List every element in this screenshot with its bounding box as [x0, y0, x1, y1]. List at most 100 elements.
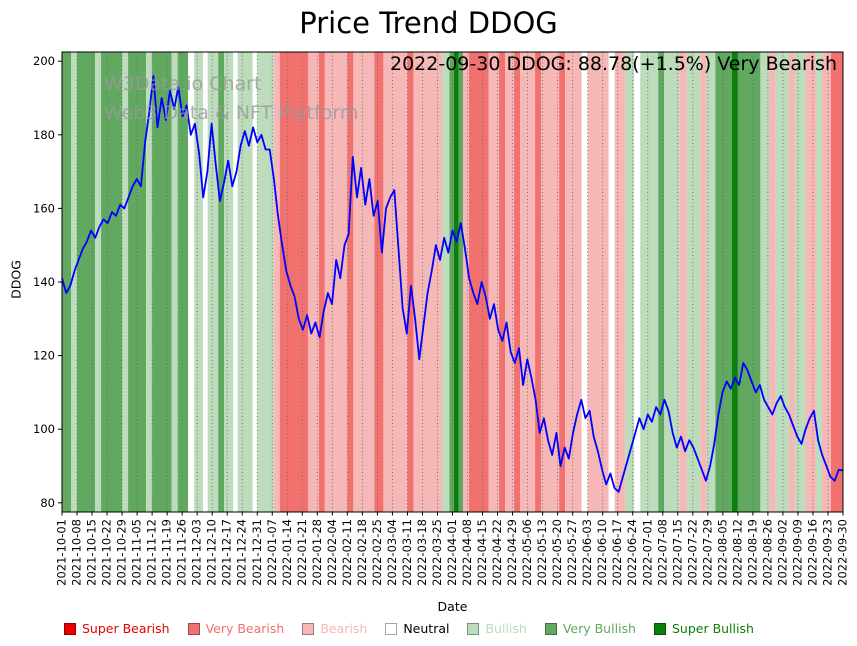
x-tick-label: 2022-04-22 [490, 519, 504, 586]
sentiment-band-bearish [769, 52, 776, 512]
sentiment-band-very_bearish [279, 52, 309, 512]
legend-item-super-bullish: Super Bullish [653, 621, 754, 636]
sentiment-band-bullish [257, 52, 274, 512]
legend-label: Very Bullish [562, 621, 636, 636]
sentiment-band-super_bullish [454, 52, 459, 512]
x-tick-label: 2021-12-31 [250, 519, 264, 586]
legend-item-super-bearish: Super Bearish [64, 621, 170, 636]
watermark-line2: Web3 Data & NFT Platform [104, 101, 359, 124]
x-tick-label: 2021-10-01 [55, 519, 69, 586]
legend-item-very-bearish: Very Bearish [187, 621, 284, 636]
legend-label: Super Bearish [82, 621, 170, 636]
x-tick-label: 2022-05-27 [565, 519, 579, 586]
x-tick-label: 2022-06-03 [580, 519, 594, 586]
x-tick-label: 2022-06-24 [625, 519, 639, 586]
sentiment-legend: Super Bearish Very Bearish Bearish Neutral B… [64, 621, 754, 636]
sentiment-band-bearish [679, 52, 687, 512]
sentiment-band-bullish [815, 52, 822, 512]
x-tick-label: 2021-11-05 [130, 519, 144, 586]
x-tick-label: 2021-11-19 [160, 519, 174, 586]
x-tick-label: 2022-06-10 [595, 519, 609, 586]
sentiment-band-bearish [273, 52, 280, 512]
x-tick-label: 2021-10-15 [85, 519, 99, 586]
sentiment-band-very_bullish [458, 52, 464, 512]
sentiment-band-bullish [71, 52, 78, 512]
legend-swatch-icon [653, 622, 666, 635]
sentiment-band-bearish [505, 52, 515, 512]
legend-swatch-icon [302, 622, 315, 635]
legend-swatch-icon [187, 622, 200, 635]
x-tick-label: 2022-02-25 [370, 519, 384, 586]
sentiment-band-bullish [122, 52, 129, 512]
x-tick-label: 2021-10-08 [70, 519, 84, 586]
sentiment-band-bearish [821, 52, 831, 512]
legend-label: Super Bullish [671, 621, 754, 636]
x-tick-label: 2022-07-08 [655, 519, 669, 586]
sentiment-band-bearish [413, 52, 442, 512]
sentiment-band-bearish [353, 52, 375, 512]
sentiment-band-bearish [541, 52, 560, 512]
x-tick-label: 2022-02-18 [355, 519, 369, 586]
legend-item-neutral: Neutral [385, 621, 449, 636]
x-tick-label: 2021-11-26 [175, 519, 189, 586]
legend-item-very-bullish: Very Bullish [544, 621, 636, 636]
legend-label: Bullish [485, 621, 527, 636]
sentiment-band-bearish [565, 52, 582, 512]
sentiment-band-bullish [760, 52, 770, 512]
sentiment-band-bearish [463, 52, 470, 512]
sentiment-band-bullish [146, 52, 153, 512]
sentiment-band-very_bearish [830, 52, 843, 512]
x-tick-label: 2022-07-01 [640, 519, 654, 586]
x-tick-label: 2022-04-08 [460, 519, 474, 586]
plot-border [61, 51, 844, 513]
x-tick-label: 2022-01-28 [310, 519, 324, 586]
watermark: W3Data.io Chart Web3 Data & NFT Platform [104, 70, 358, 127]
legend-swatch-icon [385, 622, 398, 635]
x-tick-label: 2021-12-24 [235, 519, 249, 586]
x-tick-label: 2022-08-26 [760, 519, 774, 586]
sentiment-band-very_bullish [101, 52, 123, 512]
sentiment-band-neutral [634, 52, 641, 512]
y-tick-label: 80 [40, 496, 55, 510]
x-tick-label: 2022-09-23 [820, 519, 834, 586]
sentiment-band-bearish [614, 52, 626, 512]
x-tick-label: 2022-02-04 [325, 519, 339, 586]
x-tick-label: 2022-07-29 [700, 519, 714, 586]
legend-swatch-icon [467, 622, 480, 635]
y-tick-label: 180 [33, 128, 55, 142]
x-tick-label: 2021-12-10 [205, 519, 219, 586]
sentiment-band-bearish [805, 52, 816, 512]
y-tick-label: 200 [33, 54, 55, 68]
sentiment-band-bearish [788, 52, 795, 512]
x-axis-label: Date [437, 599, 468, 614]
x-tick-label: 2022-03-11 [400, 519, 414, 586]
sentiment-band-very_bearish [514, 52, 521, 512]
y-tick-label: 160 [33, 201, 55, 215]
price-line [61, 75, 844, 493]
sentiment-band-bullish [686, 52, 701, 512]
sentiment-band-very_bearish [374, 52, 384, 512]
x-tick-label: 2022-04-01 [445, 519, 459, 586]
sentiment-band-very_bullish [62, 52, 72, 512]
sentiment-band-bullish [775, 52, 789, 512]
sentiment-band-bullish [207, 52, 219, 512]
sentiment-band-bearish [383, 52, 408, 512]
x-tick-label: 2022-01-14 [280, 519, 294, 586]
sentiment-band-very_bearish [407, 52, 414, 512]
sentiment-band-very_bullish [152, 52, 172, 512]
sentiment-band-bullish [194, 52, 204, 512]
x-tick-label: 2022-05-06 [520, 519, 534, 586]
x-tick-label: 2022-04-29 [505, 519, 519, 586]
sentiment-band-bullish [706, 52, 716, 512]
sentiment-band-bullish [95, 52, 102, 512]
x-tick-label: 2021-10-29 [115, 519, 129, 586]
legend-item-bearish: Bearish [302, 621, 367, 636]
y-tick-label: 100 [33, 422, 55, 436]
page-title: Price Trend DDOG [299, 6, 558, 40]
sentiment-band-neutral [581, 52, 588, 512]
sentiment-band-bullish [237, 52, 253, 512]
sentiment-band-very_bearish [499, 52, 506, 512]
sentiment-band-very_bearish [318, 52, 325, 512]
x-tick-label: 2022-09-09 [790, 519, 804, 586]
